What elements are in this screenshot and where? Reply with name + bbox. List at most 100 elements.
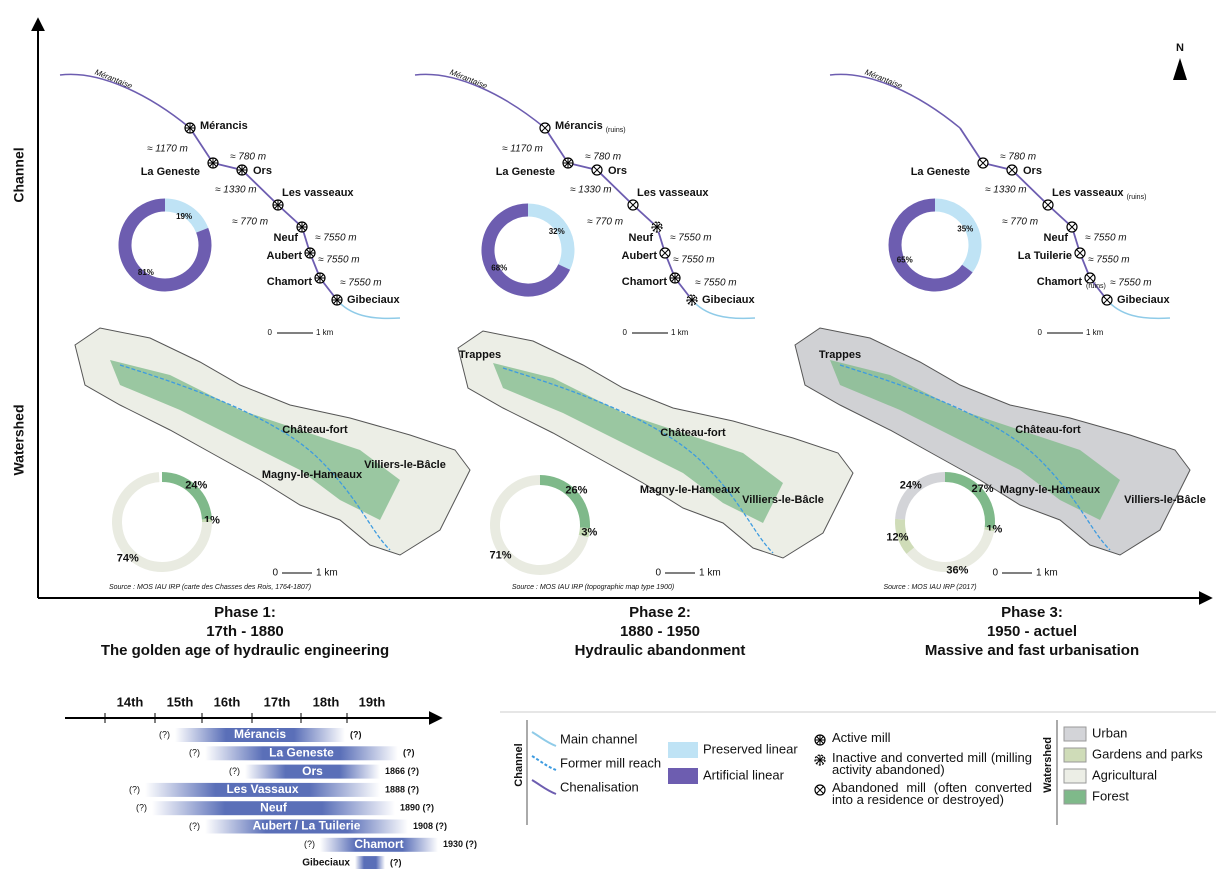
mill-name: Mérancis: [200, 120, 248, 132]
place-name: Château-fort: [660, 427, 726, 439]
mill-name: Chamort: [267, 276, 313, 288]
channel-axis-label: Channel: [11, 147, 27, 202]
mill-note: (ruins): [1127, 194, 1147, 201]
legend-label: Urban: [1092, 725, 1127, 740]
distance: ≈ 770 m: [232, 217, 268, 228]
distance: ≈ 7550 m: [673, 255, 715, 266]
scale-zero: 0: [992, 568, 998, 579]
phase-subtitle: Massive and fast urbanisation: [925, 642, 1139, 659]
legend-mill: Abandoned mill (often converted into a r…: [832, 782, 1032, 826]
legend-line: [532, 732, 556, 746]
timeline-end: 1908 (?): [413, 821, 447, 831]
mill-icon: [540, 123, 550, 133]
source: Source : MOS IAU IRP (carte des Chasses …: [109, 584, 311, 591]
mill-icon: [1067, 222, 1077, 232]
legend-label: Inactive and converted mill (milling act…: [832, 752, 1032, 776]
place-name: Château-fort: [1015, 424, 1081, 436]
legend-swatch: [1064, 769, 1086, 783]
donut-label: 36%: [946, 564, 968, 576]
timeline-start: (?): [229, 766, 240, 776]
legend-label: Preserved linear: [703, 741, 798, 756]
mill-icon: [1075, 248, 1085, 258]
mill-cross: [237, 165, 247, 175]
legend-label: Chenalisation: [560, 779, 639, 794]
legend-label: Artificial linear: [703, 767, 785, 782]
source: Source : MOS IAU IRP (2017): [883, 584, 976, 591]
donut-label: 65%: [897, 256, 913, 265]
river-name: Mérantaise: [93, 67, 134, 90]
legend-line: [532, 756, 556, 770]
mill-name: Mérancis: [555, 120, 603, 132]
distance: ≈ 7550 m: [318, 255, 360, 266]
donut-label: 12%: [886, 531, 908, 543]
mill-cross: [305, 248, 315, 258]
timeline-end: 1930 (?): [443, 839, 477, 849]
timeline-name: Chamort: [354, 837, 403, 851]
legend-swatch: [1064, 748, 1086, 762]
donut-label: 27%: [971, 483, 993, 495]
timeline-start: (?): [136, 803, 147, 813]
mill-icon: [185, 123, 195, 133]
timeline-name: Aubert / La Tuilerie: [253, 819, 361, 833]
mill-name: Les vasseaux: [637, 187, 709, 199]
distance: ≈ 1170 m: [502, 144, 543, 155]
legend-label: Agricultural: [1092, 767, 1157, 782]
mill-name: Neuf: [274, 232, 299, 244]
mill-cross: [332, 295, 342, 305]
mill-name: Les vasseaux: [1052, 187, 1124, 199]
watershed-axis-label: Watershed: [11, 404, 27, 475]
timeline-name: Ors: [302, 764, 323, 778]
mill-icon: [652, 222, 662, 232]
timeline-start: (?): [304, 839, 315, 849]
mill-icon: [332, 295, 342, 305]
legend-swatch: [668, 742, 698, 758]
figure: Channel Watershed N Channel Watershed Mé…: [0, 0, 1216, 869]
mill-icon: [670, 273, 680, 283]
phase-subtitle: Hydraulic abandonment: [575, 642, 746, 659]
distance: ≈ 780 m: [230, 152, 266, 163]
mill-name: Gibeciaux: [702, 294, 755, 306]
mill-icon: [208, 158, 218, 168]
scale-km: 1 km: [699, 568, 721, 579]
legend-label: Forest: [1092, 788, 1129, 803]
scale-km: 1 km: [1086, 328, 1104, 337]
legend-line: [532, 780, 556, 794]
mill-cross: [670, 273, 680, 283]
mill-cross: [315, 273, 325, 283]
mill-icon: [978, 158, 988, 168]
legend-label: Former mill reach: [560, 755, 661, 770]
river-name: Mérantaise: [448, 67, 489, 90]
legend-channel-title: Channel: [513, 743, 525, 786]
mill-name: Ors: [253, 165, 272, 177]
distance: ≈ 780 m: [1000, 152, 1036, 163]
timeline-start: (?): [129, 784, 140, 794]
donut-label: 71%: [489, 550, 511, 562]
mill-name: Neuf: [629, 232, 654, 244]
mill-icon: [660, 248, 670, 258]
mill-icon: [687, 295, 697, 305]
legend-label: Active mill: [832, 732, 1032, 744]
mill-name: Les vasseaux: [282, 187, 354, 199]
timeline-start: (?): [189, 748, 200, 758]
timeline-name: La Geneste: [269, 745, 334, 759]
timeline-end: 1888 (?): [385, 784, 419, 794]
donut-label: 68%: [491, 263, 507, 272]
place-name: Magny-le-Hameaux: [1000, 484, 1101, 496]
legend-label: Gardens and parks: [1092, 746, 1203, 761]
mill-name: Aubert: [267, 250, 303, 262]
mill-name: La Geneste: [141, 166, 200, 178]
timeline-name: Les Vassaux: [226, 782, 298, 796]
distance: ≈ 1330 m: [215, 185, 257, 196]
century-label: 18th: [313, 694, 340, 709]
mill-name: Chamort: [1037, 276, 1083, 288]
legend-swatch: [668, 768, 698, 784]
distance: ≈ 7550 m: [340, 278, 382, 289]
mill-icon: [273, 200, 283, 210]
legend-watershed-title: Watershed: [1042, 737, 1054, 793]
mill-cross: [815, 755, 825, 765]
distance: ≈ 1170 m: [147, 144, 188, 155]
mill-cross: [273, 200, 283, 210]
mill-icon: [563, 158, 573, 168]
river-name: Mérantaise: [863, 67, 904, 90]
mill-icon: [1043, 200, 1053, 210]
